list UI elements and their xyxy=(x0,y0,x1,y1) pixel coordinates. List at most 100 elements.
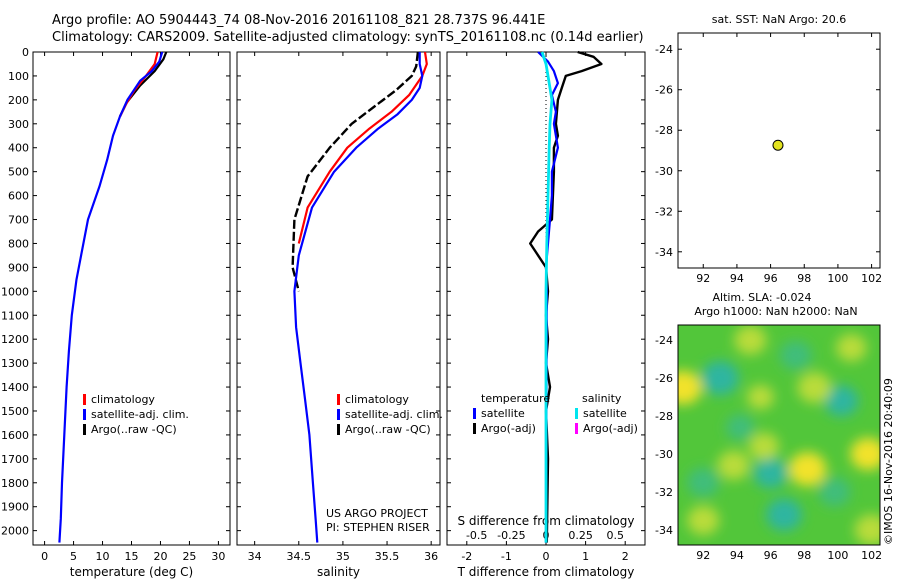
x-tick-label: 1 xyxy=(582,550,589,563)
series-satellite-temperature xyxy=(58,51,164,543)
map-y-tick-label: -28 xyxy=(655,410,673,423)
map-y-tick-label: -26 xyxy=(655,84,673,97)
title-line-1: Argo profile: AO 5904443_74 08-Nov-2016 … xyxy=(52,13,546,28)
x-tick-label: 25 xyxy=(182,550,196,563)
map-y-tick-label: -24 xyxy=(655,334,673,347)
sla-map-subtitle: Argo h1000: NaN h2000: NaN xyxy=(694,305,857,318)
map-y-tick-label: -34 xyxy=(655,246,673,259)
sst-map-title: sat. SST: NaN Argo: 20.6 xyxy=(712,13,846,26)
x-axis-label: temperature (deg C) xyxy=(70,565,193,579)
x-axis-label: T difference from climatology xyxy=(457,565,635,579)
legend-label: Argo(-adj) xyxy=(481,422,536,435)
depth-tick-label: 900 xyxy=(8,261,29,274)
panel-frame-1 xyxy=(236,51,441,546)
copyright-stamp: ©IMOS 16-Nov-2016 20:40:09 xyxy=(882,378,895,545)
legend-label: Argo(..raw -QC) xyxy=(345,423,431,436)
x-tick-label: 36 xyxy=(424,550,438,563)
depth-tick-label: 0 xyxy=(22,46,29,59)
legend-label: satellite xyxy=(481,407,525,420)
legend-swatch xyxy=(337,424,340,435)
depth-tick-label: 100 xyxy=(8,70,29,83)
map-y-tick-label: -32 xyxy=(655,205,673,218)
legend-header-salinity: salinity xyxy=(582,392,622,405)
map-y-tick-label: -34 xyxy=(655,524,673,537)
map-x-tick-label: 92 xyxy=(696,272,710,285)
map-y-tick-label: -28 xyxy=(655,124,673,137)
panel-frame-0 xyxy=(32,51,231,546)
s-tick-label: 0.5 xyxy=(607,529,625,542)
legend-label: satellite xyxy=(583,407,627,420)
depth-tick-label: 300 xyxy=(8,118,29,131)
legend-swatch xyxy=(337,394,340,405)
map-x-tick-label: 94 xyxy=(730,272,744,285)
depth-tick-label: 600 xyxy=(8,190,29,203)
depth-tick-label: 1800 xyxy=(1,477,29,490)
legend-swatch xyxy=(575,408,578,419)
x-tick-label: 0 xyxy=(543,550,550,563)
heatmap-blob xyxy=(725,414,755,441)
x-tick-label: 30 xyxy=(211,550,225,563)
map-x-tick-label: 100 xyxy=(827,272,848,285)
heatmap-blob xyxy=(734,325,767,355)
s-tick-label: 0.25 xyxy=(568,529,593,542)
heatmap-blob xyxy=(748,432,780,461)
series-argo-salinity xyxy=(291,51,420,292)
heatmap-blob xyxy=(701,361,739,396)
depth-tick-label: 400 xyxy=(8,142,29,155)
map-y-tick-label: -24 xyxy=(655,43,673,56)
heatmap-blob xyxy=(788,452,827,487)
map-x-tick-label: 94 xyxy=(730,549,744,562)
x-tick-label: 15 xyxy=(125,550,139,563)
legend-swatch xyxy=(83,424,86,435)
map-x-tick-label: 98 xyxy=(797,549,811,562)
heatmap-blobs xyxy=(678,325,880,545)
legend-header-temperature: temperature xyxy=(481,392,550,405)
map-x-tick-label: 96 xyxy=(764,549,778,562)
depth-tick-label: 800 xyxy=(8,237,29,250)
x-tick-label: 35.5 xyxy=(375,550,400,563)
legend-label: satellite-adj. clim. xyxy=(345,408,443,421)
map-x-tick-label: 102 xyxy=(861,272,882,285)
sla-heatmap xyxy=(678,325,880,545)
depth-tick-label: 1200 xyxy=(1,333,29,346)
heatmap-blob xyxy=(824,385,859,417)
heatmap-blob xyxy=(818,477,851,507)
heatmap-blob xyxy=(779,340,812,370)
legend-swatch xyxy=(473,423,476,434)
depth-tick-label: 1600 xyxy=(1,429,29,442)
map-x-tick-label: 100 xyxy=(827,549,848,562)
map-y-tick-label: -30 xyxy=(655,165,673,178)
map-x-tick-label: 96 xyxy=(764,272,778,285)
legend-label: climatology xyxy=(91,393,155,406)
legend-label: satellite-adj. clim. xyxy=(91,408,189,421)
depth-tick-label: 1000 xyxy=(1,285,29,298)
depth-tick-label: 700 xyxy=(8,214,29,227)
x-tick-label: 35 xyxy=(336,550,350,563)
x-tick-label: 10 xyxy=(96,550,110,563)
depth-tick-label: 1300 xyxy=(1,357,29,370)
x-tick-label: 34.5 xyxy=(287,550,312,563)
map-x-tick-label: 92 xyxy=(696,549,710,562)
map-frame-0 xyxy=(677,32,881,269)
series-climatology-salinity xyxy=(297,51,428,244)
depth-tick-label: 1500 xyxy=(1,405,29,418)
title-line-2: Climatology: CARS2009. Satellite-adjuste… xyxy=(52,30,644,45)
series-satellite-salinity-diff xyxy=(540,51,554,543)
depth-tick-label: 1100 xyxy=(1,309,29,322)
x-axis-label: salinity xyxy=(317,565,360,579)
argo-position-marker xyxy=(772,139,784,151)
depth-tick-label: 500 xyxy=(8,166,29,179)
legend-swatch xyxy=(575,423,578,434)
series-satellite-salinity xyxy=(293,52,424,543)
x-tick-label: 34 xyxy=(248,550,262,563)
heatmap-blob xyxy=(678,370,702,405)
x-tick-label: 0 xyxy=(41,550,48,563)
legend-label: climatology xyxy=(345,393,409,406)
s-tick-label: -0.5 xyxy=(466,529,487,542)
map-x-tick-label: 98 xyxy=(797,272,811,285)
x-tick-label: 2 xyxy=(622,550,629,563)
heatmap-blob xyxy=(717,450,750,480)
map-frame-top xyxy=(677,324,881,546)
heatmap-blob xyxy=(766,498,802,531)
map-y-tick-label: -32 xyxy=(655,486,673,499)
